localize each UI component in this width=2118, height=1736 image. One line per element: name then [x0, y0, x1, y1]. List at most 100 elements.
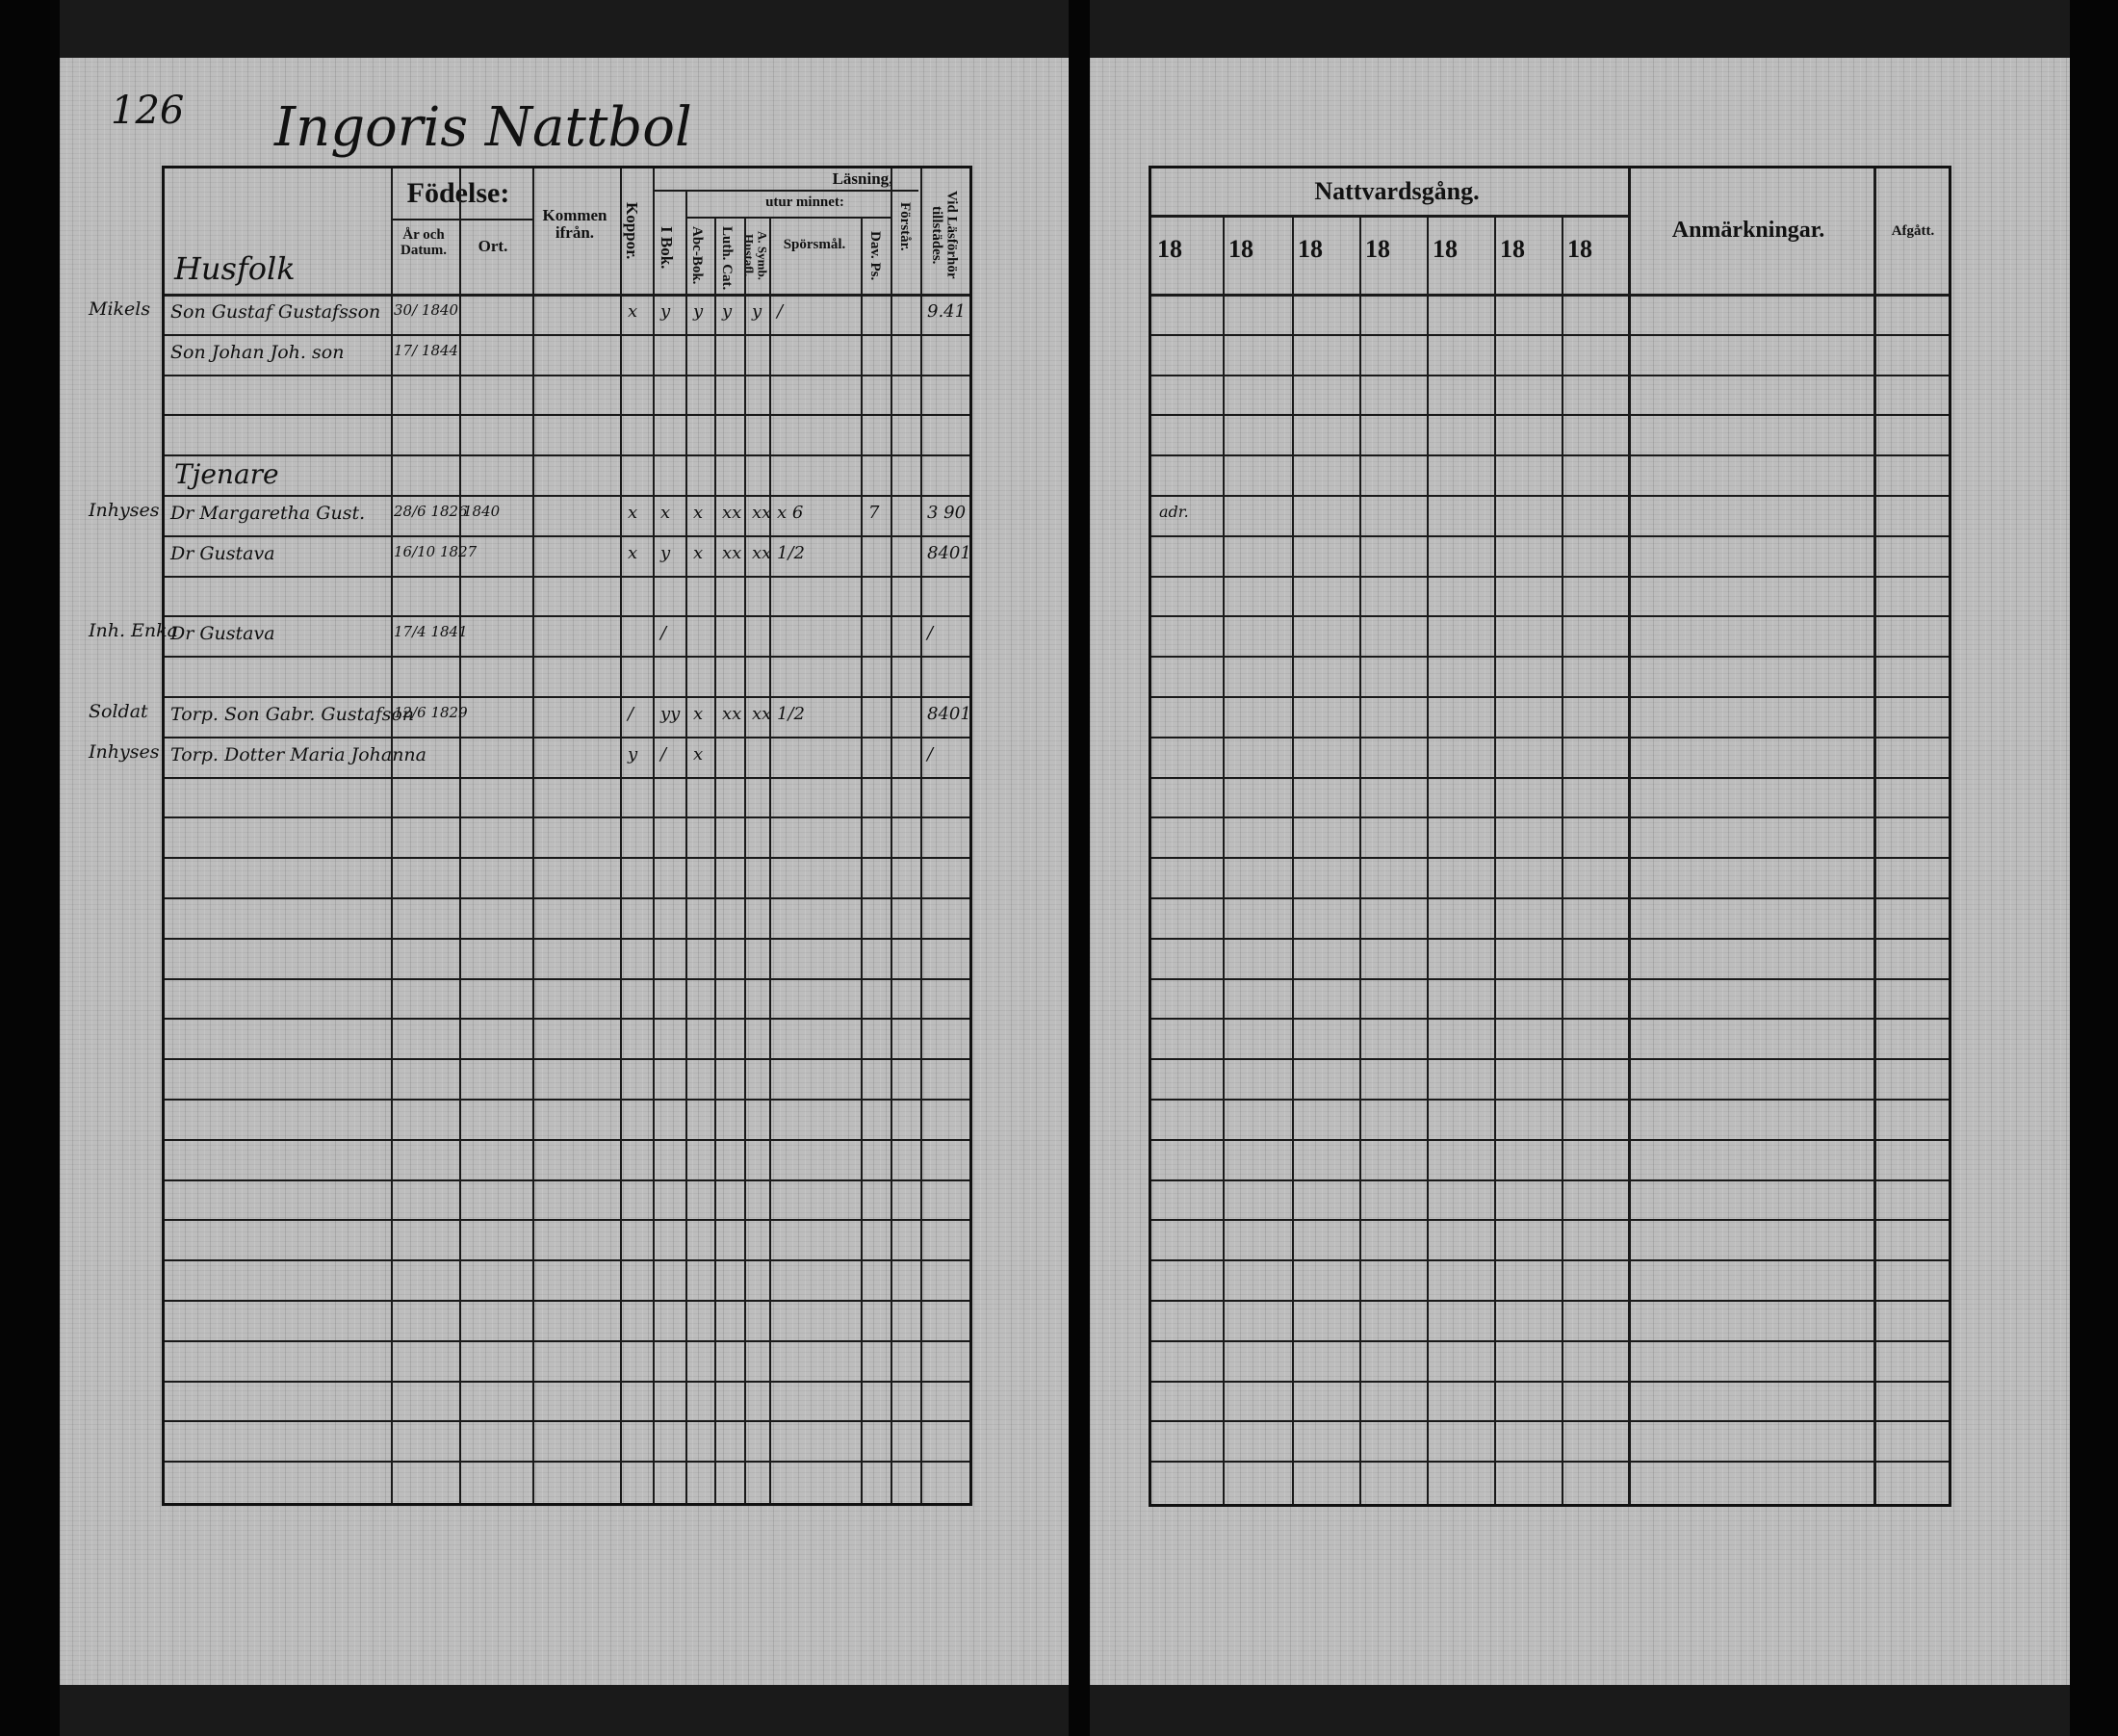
entry-reading-mark: x	[693, 542, 704, 563]
header-bottom-line	[165, 294, 969, 297]
entry-communion-note: adr.	[1159, 503, 1189, 521]
row-line	[165, 1138, 969, 1141]
row-line	[1151, 1380, 1949, 1383]
section-tjenare: Tjenare	[174, 458, 279, 491]
entry-birth-date: 28/6 1826	[394, 503, 468, 520]
column-divider	[744, 219, 746, 1503]
column-divider	[1628, 168, 1631, 1504]
entry-name: Dr Gustava	[170, 623, 275, 645]
entry-reading-mark: x	[628, 542, 638, 563]
entry-reading-mark: /	[660, 623, 667, 644]
column-divider	[1223, 215, 1225, 1504]
page-title: Ingoris Nattbol	[274, 96, 692, 159]
header-kommen-fran: Kommen ifrån.	[542, 206, 607, 242]
row-line	[165, 1099, 969, 1101]
row-line	[165, 1420, 969, 1423]
row-line	[1151, 1219, 1949, 1222]
header-nattvardsgang: Nattvardsgång.	[1314, 177, 1480, 205]
section-husfolk: Husfolk	[174, 250, 296, 287]
header-ort: Ort.	[478, 237, 508, 255]
entry-vid-lasforhor: 3 90	[927, 503, 967, 523]
entry-reading-mark: y	[660, 542, 671, 563]
column-divider	[620, 168, 622, 1503]
year-prefix-1: 18	[1228, 235, 1253, 263]
entry-name: Torp. Son Gabr. Gustafson	[170, 704, 415, 725]
entry-reading-mark: 1/2	[777, 542, 805, 563]
header-koppor: Koppor.	[622, 202, 641, 260]
row-line	[165, 1339, 969, 1342]
column-divider	[714, 219, 716, 1503]
header-a-symb: A. Symb. Hustafl.	[741, 230, 770, 280]
entry-reading-mark: y	[628, 743, 638, 764]
row-line	[1151, 495, 1949, 497]
header-fodelse: Födelse:	[406, 177, 510, 209]
entry-reading-mark: xx	[752, 704, 772, 724]
entry-reading-mark: x	[693, 704, 704, 724]
entry-name: Dr Gustava	[170, 542, 275, 564]
header-afgatt: Afgått.	[1891, 223, 1935, 239]
row-line	[1151, 897, 1949, 899]
scan-border-right	[2070, 0, 2118, 1736]
row-line	[165, 454, 969, 457]
row-line	[1151, 454, 1949, 457]
year-prefix-4: 18	[1433, 235, 1458, 263]
column-divider	[769, 219, 771, 1503]
entry-name: Son Gustaf Gustafsson	[170, 301, 381, 323]
entry-vid-lasforhor: /	[927, 743, 934, 764]
row-line	[1151, 1461, 1949, 1464]
entry-reading-mark: y	[752, 301, 762, 322]
row-line	[165, 1018, 969, 1021]
column-divider	[1359, 215, 1361, 1504]
entry-reading-mark: xx	[752, 503, 772, 523]
header-bottom-line	[1151, 294, 1949, 297]
row-line	[165, 333, 969, 336]
row-line	[1151, 1300, 1949, 1302]
row-line	[1151, 736, 1949, 738]
row-line	[165, 575, 969, 578]
header-ar-datum: År och Datum.	[400, 227, 447, 258]
entry-reading-mark: /	[660, 743, 667, 764]
header-divider	[685, 217, 891, 219]
left-register-table: Födelse: År och Datum. Ort. Kommen ifrån…	[162, 166, 972, 1506]
column-divider	[1873, 168, 1876, 1504]
row-line	[165, 615, 969, 618]
entry-reading-mark: xx	[752, 542, 772, 563]
row-line	[1151, 977, 1949, 980]
row-line	[165, 696, 969, 698]
header-dav-ps: Dav. Ps.	[866, 231, 883, 281]
entry-birth-date: 12/6 1829	[394, 704, 468, 721]
entry-reading-mark: y	[660, 301, 671, 322]
header-i-bok: I Bok.	[657, 226, 676, 270]
entry-birth-date: 17/ 1844	[394, 341, 459, 359]
column-divider	[653, 168, 655, 1503]
header-divider	[391, 219, 532, 220]
header-divider	[1151, 215, 1628, 218]
header-anmarkningar: Anmärkningar.	[1671, 218, 1825, 243]
row-line	[165, 1259, 969, 1262]
row-line	[165, 736, 969, 738]
row-line	[1151, 857, 1949, 860]
column-divider	[891, 168, 892, 1503]
row-line	[165, 495, 969, 497]
entry-reading-mark: x	[693, 743, 704, 764]
header-utur-minnet: utur minnet:	[765, 194, 844, 210]
row-line	[1151, 414, 1949, 417]
row-line	[1151, 1099, 1949, 1101]
row-line	[1151, 1259, 1949, 1262]
right-register-table: Nattvardsgång. Anmärkningar. Afgått. 18 1…	[1149, 166, 1951, 1507]
entry-reading-mark: x	[693, 503, 704, 523]
year-prefix-6: 18	[1567, 235, 1592, 263]
entry-name: Dr Margaretha Gust.	[170, 503, 366, 524]
column-divider	[391, 168, 393, 1503]
entry-birth-date: 30/ 1840	[394, 301, 459, 319]
left-page	[60, 58, 1069, 1685]
entry-margin-note: Inhyses	[89, 740, 160, 763]
year-prefix-2: 18	[1298, 235, 1323, 263]
row-line	[1151, 615, 1949, 618]
row-line	[1151, 656, 1949, 659]
entry-reading-mark: /	[777, 301, 784, 322]
entry-reading-mark: xx	[722, 503, 742, 523]
entry-reading-mark: 1/2	[777, 704, 805, 724]
row-line	[165, 1300, 969, 1302]
row-line	[1151, 374, 1949, 376]
